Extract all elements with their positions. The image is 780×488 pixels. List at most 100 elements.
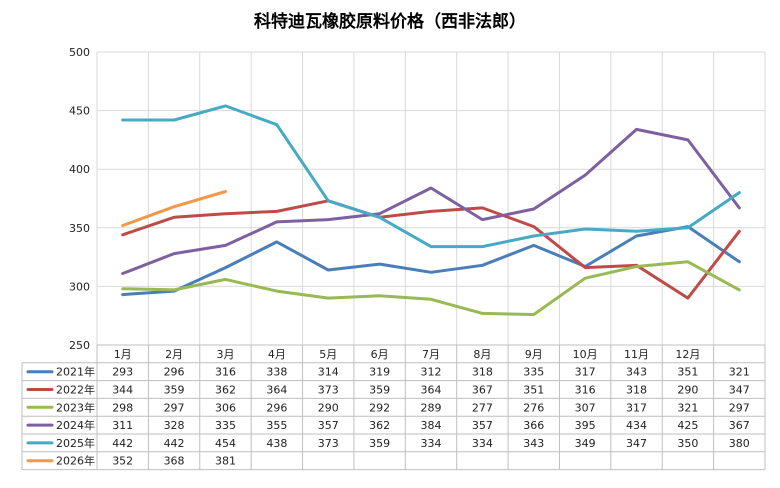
data-label: 347 [729,384,750,397]
data-label: 425 [677,419,698,432]
data-label: 364 [266,384,287,397]
series-line-2024年 [121,127,741,275]
data-label: 289 [421,401,442,414]
y-axis: 250 300 350 400 450 500 [69,46,90,352]
data-label: 317 [575,366,596,379]
data-label: 366 [523,419,544,432]
x-tick-label: 9月 [525,348,543,361]
data-label: 347 [626,437,647,450]
data-label: 364 [421,384,442,397]
data-label: 321 [677,401,698,414]
data-label: 367 [729,419,750,432]
data-label: 335 [523,366,544,379]
data-label: 373 [318,384,339,397]
data-label: 343 [523,437,544,450]
data-label: 368 [164,455,185,468]
data-label: 318 [472,366,493,379]
grid [96,51,766,346]
data-label: 311 [112,419,133,432]
data-label: 352 [112,455,133,468]
data-label: 334 [472,437,493,450]
y-tick-label: 450 [69,105,90,118]
data-label: 355 [266,419,287,432]
data-label: 306 [215,401,236,414]
data-label: 314 [318,366,339,379]
data-label: 319 [369,366,390,379]
x-tick-label: 11月 [624,348,649,361]
data-label: 290 [677,384,698,397]
legend-label: 2026年 [56,454,95,468]
series-line-2022年 [121,199,741,300]
data-label: 362 [215,384,236,397]
data-label: 297 [164,401,185,414]
data-label: 373 [318,437,339,450]
data-label: 454 [215,437,236,450]
x-tick-label: 10月 [573,348,598,361]
series-line-2023年 [121,260,741,316]
data-label: 351 [523,384,544,397]
data-label: 434 [626,419,647,432]
data-label: 367 [472,384,493,397]
x-tick-label: 1月 [114,348,132,361]
data-label: 349 [575,437,596,450]
data-label: 359 [369,437,390,450]
y-tick-label: 400 [69,163,90,176]
data-table: 1月 2月 3月 4月 5月 6月 7月 8月 9月 10月 11月 12月 2021年 293 296 31… [21,344,766,471]
data-label: 384 [421,419,442,432]
data-label: 343 [626,366,647,379]
data-label: 307 [575,401,596,414]
data-label: 316 [575,384,596,397]
data-label: 338 [266,366,287,379]
data-label: 277 [472,401,493,414]
data-label: 317 [626,401,647,414]
data-label: 312 [421,366,442,379]
data-label: 292 [369,401,390,414]
x-tick-label: 2月 [165,348,183,361]
legend-label: 2021年 [56,365,95,379]
series-line-2025年 [121,104,741,249]
data-label: 442 [164,437,185,450]
legend-label: 2025年 [56,436,95,450]
data-label: 297 [729,401,750,414]
data-label: 328 [164,419,185,432]
data-label: 316 [215,366,236,379]
data-label: 296 [164,366,185,379]
data-label: 344 [112,384,133,397]
y-tick-label: 250 [69,339,90,352]
data-label: 290 [318,401,339,414]
data-label: 298 [112,401,133,414]
y-tick-label: 500 [69,46,90,59]
legend-label: 2022年 [56,383,95,397]
x-tick-label: 7月 [422,348,440,361]
data-label: 350 [677,437,698,450]
data-label: 381 [215,455,236,468]
data-label: 335 [215,419,236,432]
y-tick-label: 350 [69,222,90,235]
data-label: 293 [112,366,133,379]
legend-label: 2023年 [56,400,95,414]
data-label: 318 [626,384,647,397]
series-line-2026年 [121,190,227,227]
series-line-2021年 [121,225,741,297]
x-tick-label: 3月 [216,348,234,361]
x-tick-label: 4月 [268,348,286,361]
data-label: 359 [164,384,185,397]
x-tick-label: 6月 [371,348,389,361]
legend-label: 2024年 [56,418,95,432]
data-label: 357 [318,419,339,432]
data-label: 276 [523,401,544,414]
data-label: 395 [575,419,596,432]
data-label: 442 [112,437,133,450]
data-label: 362 [369,419,390,432]
data-label: 359 [369,384,390,397]
data-label: 334 [421,437,442,450]
chart-title: 科特迪瓦橡胶原料价格（西非法郎） [254,11,526,32]
y-tick-label: 300 [69,280,90,293]
x-tick-label: 12月 [675,348,700,361]
data-label: 351 [677,366,698,379]
x-tick-label: 5月 [319,348,337,361]
data-label: 438 [266,437,287,450]
data-label: 357 [472,419,493,432]
data-label: 380 [729,437,750,450]
